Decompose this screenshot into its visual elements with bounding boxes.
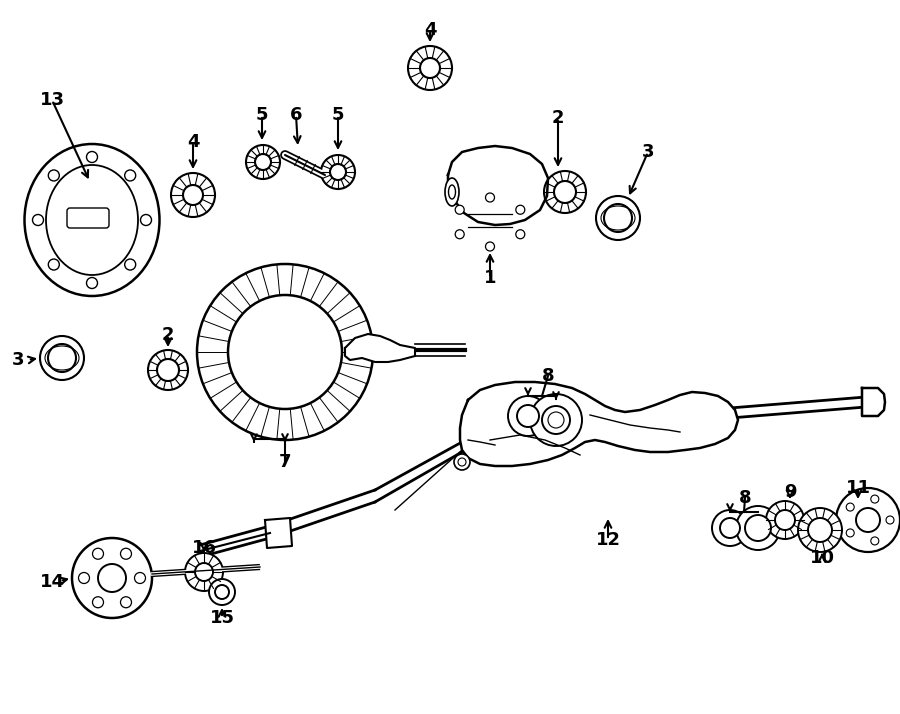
Circle shape <box>148 350 188 390</box>
Text: 5: 5 <box>332 106 345 124</box>
Circle shape <box>455 205 464 214</box>
Circle shape <box>508 396 548 436</box>
Text: 7: 7 <box>279 453 292 471</box>
Circle shape <box>736 506 780 550</box>
Circle shape <box>321 155 355 189</box>
Circle shape <box>255 154 271 170</box>
Circle shape <box>530 394 582 446</box>
Ellipse shape <box>24 144 159 296</box>
Text: 12: 12 <box>596 531 620 549</box>
Circle shape <box>86 278 97 288</box>
Text: 4: 4 <box>424 21 436 39</box>
Text: 9: 9 <box>784 483 796 501</box>
Circle shape <box>125 259 136 270</box>
Circle shape <box>185 553 223 591</box>
Circle shape <box>195 563 213 581</box>
Circle shape <box>548 412 564 428</box>
Circle shape <box>517 405 539 427</box>
Circle shape <box>886 516 894 524</box>
Text: 8: 8 <box>739 489 752 507</box>
Text: 2: 2 <box>552 109 564 127</box>
Circle shape <box>140 214 151 226</box>
Text: 6: 6 <box>290 106 302 124</box>
Circle shape <box>871 537 878 545</box>
Circle shape <box>125 170 136 181</box>
Ellipse shape <box>448 185 455 199</box>
Circle shape <box>246 145 280 179</box>
Circle shape <box>215 585 229 599</box>
Circle shape <box>121 597 131 608</box>
Circle shape <box>72 538 152 618</box>
Polygon shape <box>448 146 548 225</box>
Polygon shape <box>460 382 738 466</box>
Circle shape <box>846 529 854 537</box>
Circle shape <box>408 46 452 90</box>
Circle shape <box>836 488 900 552</box>
Circle shape <box>49 170 59 181</box>
Circle shape <box>516 205 525 214</box>
Circle shape <box>49 259 59 270</box>
Circle shape <box>420 58 440 78</box>
Text: 4: 4 <box>187 133 199 151</box>
Text: 13: 13 <box>40 91 65 109</box>
Circle shape <box>775 510 795 530</box>
Circle shape <box>745 515 771 541</box>
Circle shape <box>197 264 373 440</box>
Text: 10: 10 <box>809 549 834 567</box>
Circle shape <box>171 173 215 217</box>
Circle shape <box>209 579 235 605</box>
Circle shape <box>40 336 84 380</box>
Polygon shape <box>345 334 415 362</box>
Circle shape <box>485 242 494 251</box>
Circle shape <box>454 454 470 470</box>
Circle shape <box>455 230 464 238</box>
Text: 14: 14 <box>40 573 65 591</box>
Circle shape <box>712 510 748 546</box>
Circle shape <box>516 230 525 238</box>
Circle shape <box>846 503 854 511</box>
Circle shape <box>604 204 632 232</box>
Circle shape <box>48 344 76 372</box>
Text: 5: 5 <box>256 106 268 124</box>
Text: 3: 3 <box>12 351 24 369</box>
Text: 2: 2 <box>162 326 175 344</box>
Circle shape <box>86 151 97 163</box>
Circle shape <box>856 508 880 532</box>
Circle shape <box>766 501 804 539</box>
Circle shape <box>330 164 346 180</box>
Circle shape <box>458 458 466 466</box>
Text: 11: 11 <box>845 479 870 497</box>
Circle shape <box>183 185 203 205</box>
Circle shape <box>157 359 179 381</box>
Text: 3: 3 <box>642 143 654 161</box>
Polygon shape <box>862 388 885 416</box>
Circle shape <box>93 548 104 559</box>
Circle shape <box>554 181 576 203</box>
Polygon shape <box>265 518 292 548</box>
Text: 8: 8 <box>542 367 554 385</box>
Circle shape <box>121 548 131 559</box>
Circle shape <box>485 193 494 202</box>
FancyBboxPatch shape <box>67 208 109 228</box>
Circle shape <box>93 597 104 608</box>
Circle shape <box>228 295 342 409</box>
Circle shape <box>78 573 89 583</box>
Circle shape <box>871 495 878 503</box>
Circle shape <box>98 564 126 592</box>
Circle shape <box>808 518 832 542</box>
Circle shape <box>720 518 740 538</box>
Ellipse shape <box>445 178 459 206</box>
Circle shape <box>542 406 570 434</box>
Circle shape <box>134 573 146 583</box>
Text: 1: 1 <box>484 269 496 287</box>
Text: 15: 15 <box>210 609 235 627</box>
Circle shape <box>596 196 640 240</box>
Circle shape <box>544 171 586 213</box>
Text: 16: 16 <box>192 539 217 557</box>
Ellipse shape <box>46 165 138 275</box>
Circle shape <box>32 214 43 226</box>
Circle shape <box>798 508 842 552</box>
